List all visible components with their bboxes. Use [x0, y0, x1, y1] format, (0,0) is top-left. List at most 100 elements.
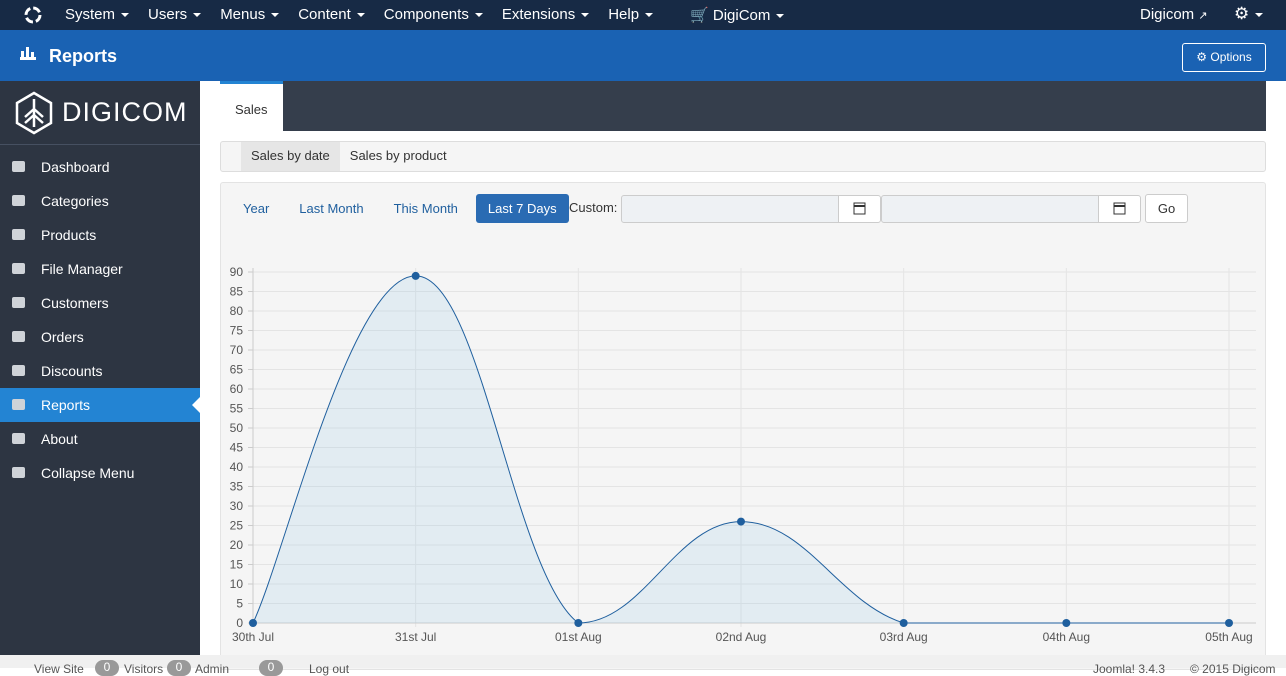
user-link[interactable]: Digicom ↗ — [1140, 6, 1208, 23]
sidebar-icon — [12, 297, 25, 308]
range-button[interactable]: Year — [243, 201, 270, 216]
y-tick-label: 0 — [236, 616, 243, 630]
y-tick-label: 70 — [230, 343, 244, 357]
y-tick-label: 60 — [230, 382, 244, 396]
sidebar-icon — [12, 263, 25, 274]
end-date-input[interactable] — [881, 195, 1099, 223]
nav-menu[interactable]: Content — [298, 6, 365, 23]
y-tick-label: 45 — [230, 441, 244, 455]
sidebar-item[interactable]: About — [0, 422, 200, 456]
top-navbar: 🛒 DigiCom Digicom ↗ ⚙ System Users Menus Co… — [0, 0, 1286, 30]
status-bar: View Site 0 Visitors 0 Admin 0 Log out Joomla! … — [0, 655, 1286, 676]
sidebar-label: File Manager — [41, 261, 123, 277]
sidebar-icon — [12, 467, 25, 478]
range-button[interactable]: Last 7 Days — [475, 194, 569, 223]
data-point — [249, 619, 257, 627]
sidebar-label: Categories — [41, 193, 109, 209]
brand-name: DIGICOM — [62, 97, 188, 127]
go-button[interactable]: Go — [1145, 194, 1188, 223]
nav-menu-label: Menus — [220, 6, 266, 23]
y-tick-label: 5 — [236, 597, 243, 611]
subtab-bar: Sales by date Sales by product — [220, 141, 1266, 172]
sidebar-item[interactable]: File Manager — [0, 252, 200, 286]
sidebar-item[interactable]: Categories — [0, 184, 200, 218]
view-site-link[interactable]: View Site — [34, 662, 84, 676]
range-button[interactable]: This Month — [393, 201, 458, 216]
sidebar-icon — [12, 433, 25, 444]
component-menu[interactable]: 🛒 DigiCom — [690, 6, 785, 24]
data-point — [1225, 619, 1233, 627]
sidebar-icon — [12, 195, 25, 206]
sidebar-item[interactable]: Collapse Menu — [0, 456, 200, 490]
reports-icon — [20, 47, 36, 60]
sidebar-icon — [12, 365, 25, 376]
start-date-input[interactable] — [621, 195, 839, 223]
nav-menu[interactable]: System — [65, 6, 130, 23]
nav-menu[interactable]: Menus — [220, 6, 280, 23]
sidebar-item[interactable]: Customers — [0, 286, 200, 320]
nav-menu-label: System — [65, 6, 116, 23]
data-point — [899, 619, 908, 627]
sidebar-icon — [12, 161, 25, 172]
y-tick-label: 85 — [230, 285, 244, 299]
sidebar-item[interactable]: Orders — [0, 320, 200, 354]
range-button[interactable]: Last Month — [299, 201, 364, 216]
line-area — [253, 275, 1229, 623]
sidebar-item[interactable]: Products — [0, 218, 200, 252]
sidebar-label: Customers — [41, 295, 109, 311]
report-panel — [220, 182, 1266, 670]
nav-menu-label: Content — [298, 6, 351, 23]
subtab[interactable]: Sales by date — [241, 142, 340, 171]
sidebar-icon — [12, 399, 25, 410]
sidebar-label: Products — [41, 227, 97, 243]
nav-menu[interactable]: Help — [608, 6, 654, 23]
settings-menu[interactable]: ⚙ — [1234, 4, 1264, 24]
y-tick-label: 20 — [230, 538, 244, 552]
brand-logo — [15, 91, 53, 135]
badge: 0 — [167, 660, 191, 676]
tab[interactable]: Sales — [220, 81, 283, 131]
x-tick-label: 30th Jul — [232, 630, 274, 644]
data-point — [574, 619, 583, 627]
sidebar-label: About — [41, 431, 78, 447]
page-title: Reports — [49, 46, 118, 66]
sidebar-label: Dashboard — [41, 159, 110, 175]
options-label: Options — [1210, 50, 1252, 64]
visitors-label: Visitors — [124, 662, 164, 676]
x-tick-label: 04th Aug — [1043, 630, 1090, 644]
options-button[interactable]: ⚙ Options — [1182, 43, 1266, 72]
sidebar-item[interactable]: Reports — [0, 388, 200, 422]
y-tick-label: 65 — [230, 363, 244, 377]
sidebar: DIGICOM Dashboard Categories Products File … — [0, 81, 200, 668]
joomla-logo[interactable] — [24, 6, 42, 24]
end-date-calendar[interactable] — [1098, 195, 1141, 223]
y-tick-label: 90 — [230, 265, 244, 279]
data-point — [1062, 619, 1071, 627]
x-tick-label: 03rd Aug — [880, 630, 928, 644]
x-tick-label: 05th Aug — [1205, 630, 1252, 644]
nav-menu-label: Components — [383, 6, 469, 23]
line — [252, 275, 1229, 624]
subtab[interactable]: Sales by product — [349, 148, 447, 163]
y-tick-label: 10 — [230, 577, 244, 591]
data-point — [737, 517, 745, 526]
y-tick-label: 75 — [230, 324, 244, 338]
sidebar-item[interactable]: Dashboard — [0, 150, 200, 184]
version: Joomla! 3.4.3 — [1093, 662, 1166, 676]
data-point — [411, 271, 420, 280]
y-tick-label: 30 — [230, 499, 244, 513]
nav-menu[interactable]: Extensions — [502, 6, 590, 23]
badge: 0 — [95, 660, 119, 676]
y-tick-label: 80 — [230, 304, 244, 318]
x-tick-label: 31st Jul — [395, 630, 436, 644]
logout-link[interactable]: Log out — [309, 662, 350, 676]
start-date-calendar[interactable] — [838, 195, 881, 223]
sidebar-label: Reports — [41, 397, 91, 413]
nav-menu[interactable]: Components — [384, 6, 483, 23]
sidebar-icon — [12, 331, 25, 342]
active-pointer — [192, 397, 200, 413]
sidebar-item[interactable]: Discounts — [0, 354, 200, 388]
header-bar: Reports ⚙ Options — [0, 30, 1286, 81]
nav-menu[interactable]: Users — [148, 6, 202, 23]
